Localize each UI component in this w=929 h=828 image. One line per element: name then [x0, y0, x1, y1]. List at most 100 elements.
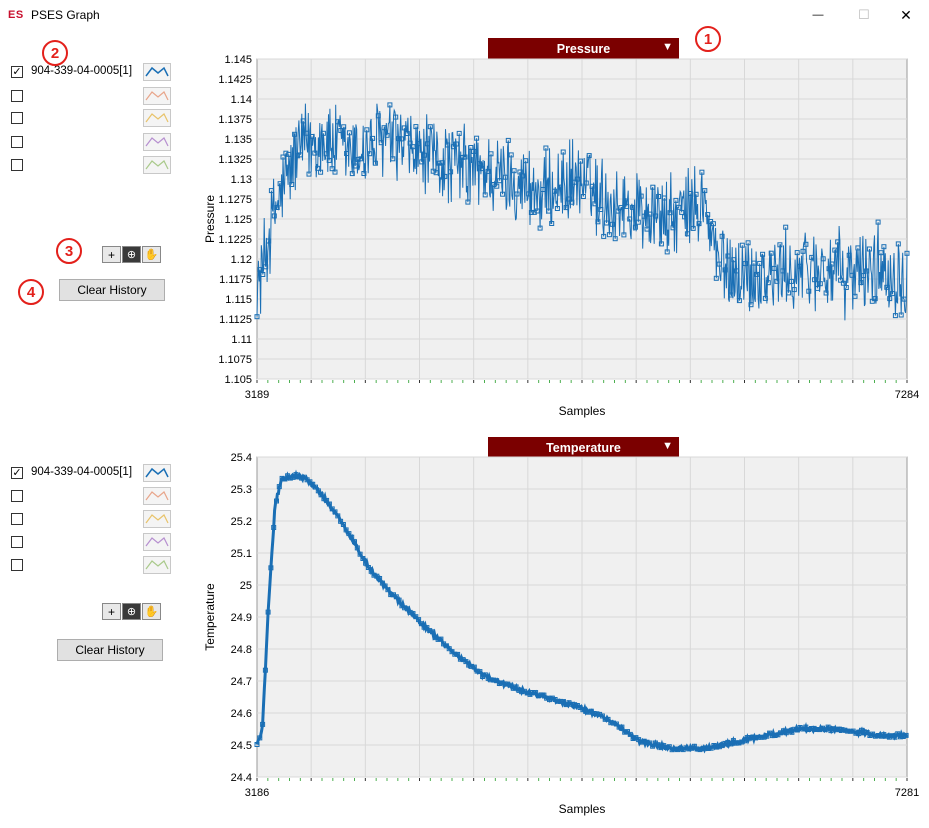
data-point	[361, 171, 367, 176]
data-point	[372, 160, 378, 166]
zoom-tool-button[interactable]: ⊕	[122, 603, 141, 620]
clear-history-button[interactable]: Clear History	[59, 279, 165, 301]
close-button[interactable]: ✕	[883, 0, 929, 30]
data-point	[716, 261, 722, 267]
minimize-button[interactable]: —	[795, 0, 841, 30]
y-tick-label: 1.11	[231, 334, 252, 346]
legend-row[interactable]	[11, 487, 176, 507]
data-point	[697, 747, 703, 753]
data-point	[297, 152, 303, 158]
data-point	[453, 141, 459, 147]
data-point	[832, 247, 838, 253]
data-point	[768, 250, 774, 256]
legend-row[interactable]	[11, 510, 176, 530]
plot-style-swatch[interactable]	[143, 87, 171, 105]
data-point	[526, 191, 532, 197]
plot-visible-checkbox[interactable]	[11, 559, 23, 571]
data-point	[840, 280, 846, 286]
temperature-chart[interactable]: 25.4 25.3 25.2 25.1 25 24.9 24.8 24.7 24.6 24.5 24…	[200, 448, 920, 823]
data-point	[592, 201, 598, 207]
plot-visible-checkbox[interactable]	[11, 490, 23, 502]
data-point	[513, 684, 519, 690]
legend-row[interactable]	[11, 133, 176, 153]
data-point	[705, 746, 711, 751]
data-point	[433, 170, 439, 176]
data-point	[271, 525, 277, 530]
data-point	[817, 727, 823, 733]
legend-row[interactable]	[11, 556, 176, 576]
data-point	[618, 205, 624, 211]
data-point	[797, 263, 803, 269]
data-point	[612, 236, 618, 242]
data-point	[632, 224, 638, 230]
plot-visible-checkbox[interactable]	[11, 159, 23, 171]
data-point	[341, 124, 347, 130]
plot-visible-checkbox[interactable]	[11, 536, 23, 548]
pan-tool-button[interactable]: ✋	[142, 246, 161, 263]
data-point	[555, 698, 561, 704]
y-tick-label: 24.6	[231, 708, 252, 720]
data-point	[613, 721, 619, 727]
plot-style-swatch[interactable]	[143, 109, 171, 127]
clear-history-button[interactable]: Clear History	[57, 639, 163, 661]
data-point	[494, 678, 500, 684]
legend-row[interactable]: ✓ 904-339-04-0005[1]	[11, 63, 176, 83]
data-point	[764, 733, 770, 739]
plot-style-swatch[interactable]	[143, 556, 171, 574]
data-point	[287, 475, 293, 481]
plot-visible-checkbox[interactable]	[11, 90, 23, 102]
data-point	[268, 188, 274, 194]
data-point	[786, 290, 792, 296]
temperature-channel-dropdown[interactable]: Temperature ▼	[488, 437, 679, 458]
plot-style-swatch[interactable]	[143, 156, 171, 174]
legend-row[interactable]	[11, 87, 176, 107]
data-point	[419, 159, 425, 165]
plot-style-swatch[interactable]	[143, 510, 171, 528]
data-point	[292, 131, 298, 137]
data-point	[682, 214, 688, 220]
legend-row[interactable]	[11, 109, 176, 129]
plot-visible-checkbox[interactable]: ✓	[11, 467, 23, 479]
data-point	[753, 735, 759, 741]
plot-visible-checkbox[interactable]: ✓	[11, 66, 23, 78]
data-point	[456, 130, 462, 136]
y-tick-label: 24.8	[231, 644, 252, 656]
cursor-tool-button[interactable]: +	[102, 603, 121, 620]
plot-visible-checkbox[interactable]	[11, 112, 23, 124]
dropdown-arrow-icon: ▼	[662, 440, 673, 452]
data-point	[491, 677, 497, 683]
data-point	[739, 739, 745, 745]
data-point	[780, 268, 786, 274]
pressure-channel-dropdown[interactable]: Pressure ▼	[488, 38, 679, 59]
plot-style-swatch[interactable]	[143, 487, 171, 505]
data-point	[363, 560, 369, 566]
data-point	[474, 668, 480, 674]
data-point	[421, 624, 427, 630]
legend-row[interactable]	[11, 533, 176, 553]
data-point	[636, 737, 642, 743]
data-point	[823, 290, 829, 296]
cursor-tool-button[interactable]: +	[102, 246, 121, 263]
legend-row[interactable]	[11, 156, 176, 176]
plot-visible-checkbox[interactable]	[11, 513, 23, 525]
data-point	[621, 232, 627, 238]
plot-style-swatch[interactable]	[143, 533, 171, 551]
legend-row[interactable]: ✓ 904-339-04-0005[1]	[11, 464, 176, 484]
data-point	[549, 221, 555, 226]
minimize-icon: —	[812, 9, 824, 21]
data-point	[615, 208, 621, 214]
data-point	[703, 745, 708, 751]
plot-style-swatch[interactable]	[143, 133, 171, 151]
data-point	[583, 708, 589, 714]
plot-visible-checkbox[interactable]	[11, 136, 23, 148]
pan-tool-button[interactable]: ✋	[142, 603, 161, 620]
data-point	[728, 741, 734, 747]
data-point	[471, 148, 477, 154]
maximize-button[interactable]: ☐	[841, 0, 887, 30]
plot-style-swatch[interactable]	[143, 63, 171, 81]
pressure-chart[interactable]: 1.145 1.1425 1.14 1.1375 1.135 1.1325 1.13 1.12…	[200, 50, 920, 425]
zoom-tool-button[interactable]: ⊕	[122, 246, 141, 263]
plot-style-swatch[interactable]	[143, 464, 171, 482]
data-point	[846, 252, 852, 258]
data-point	[803, 241, 809, 247]
